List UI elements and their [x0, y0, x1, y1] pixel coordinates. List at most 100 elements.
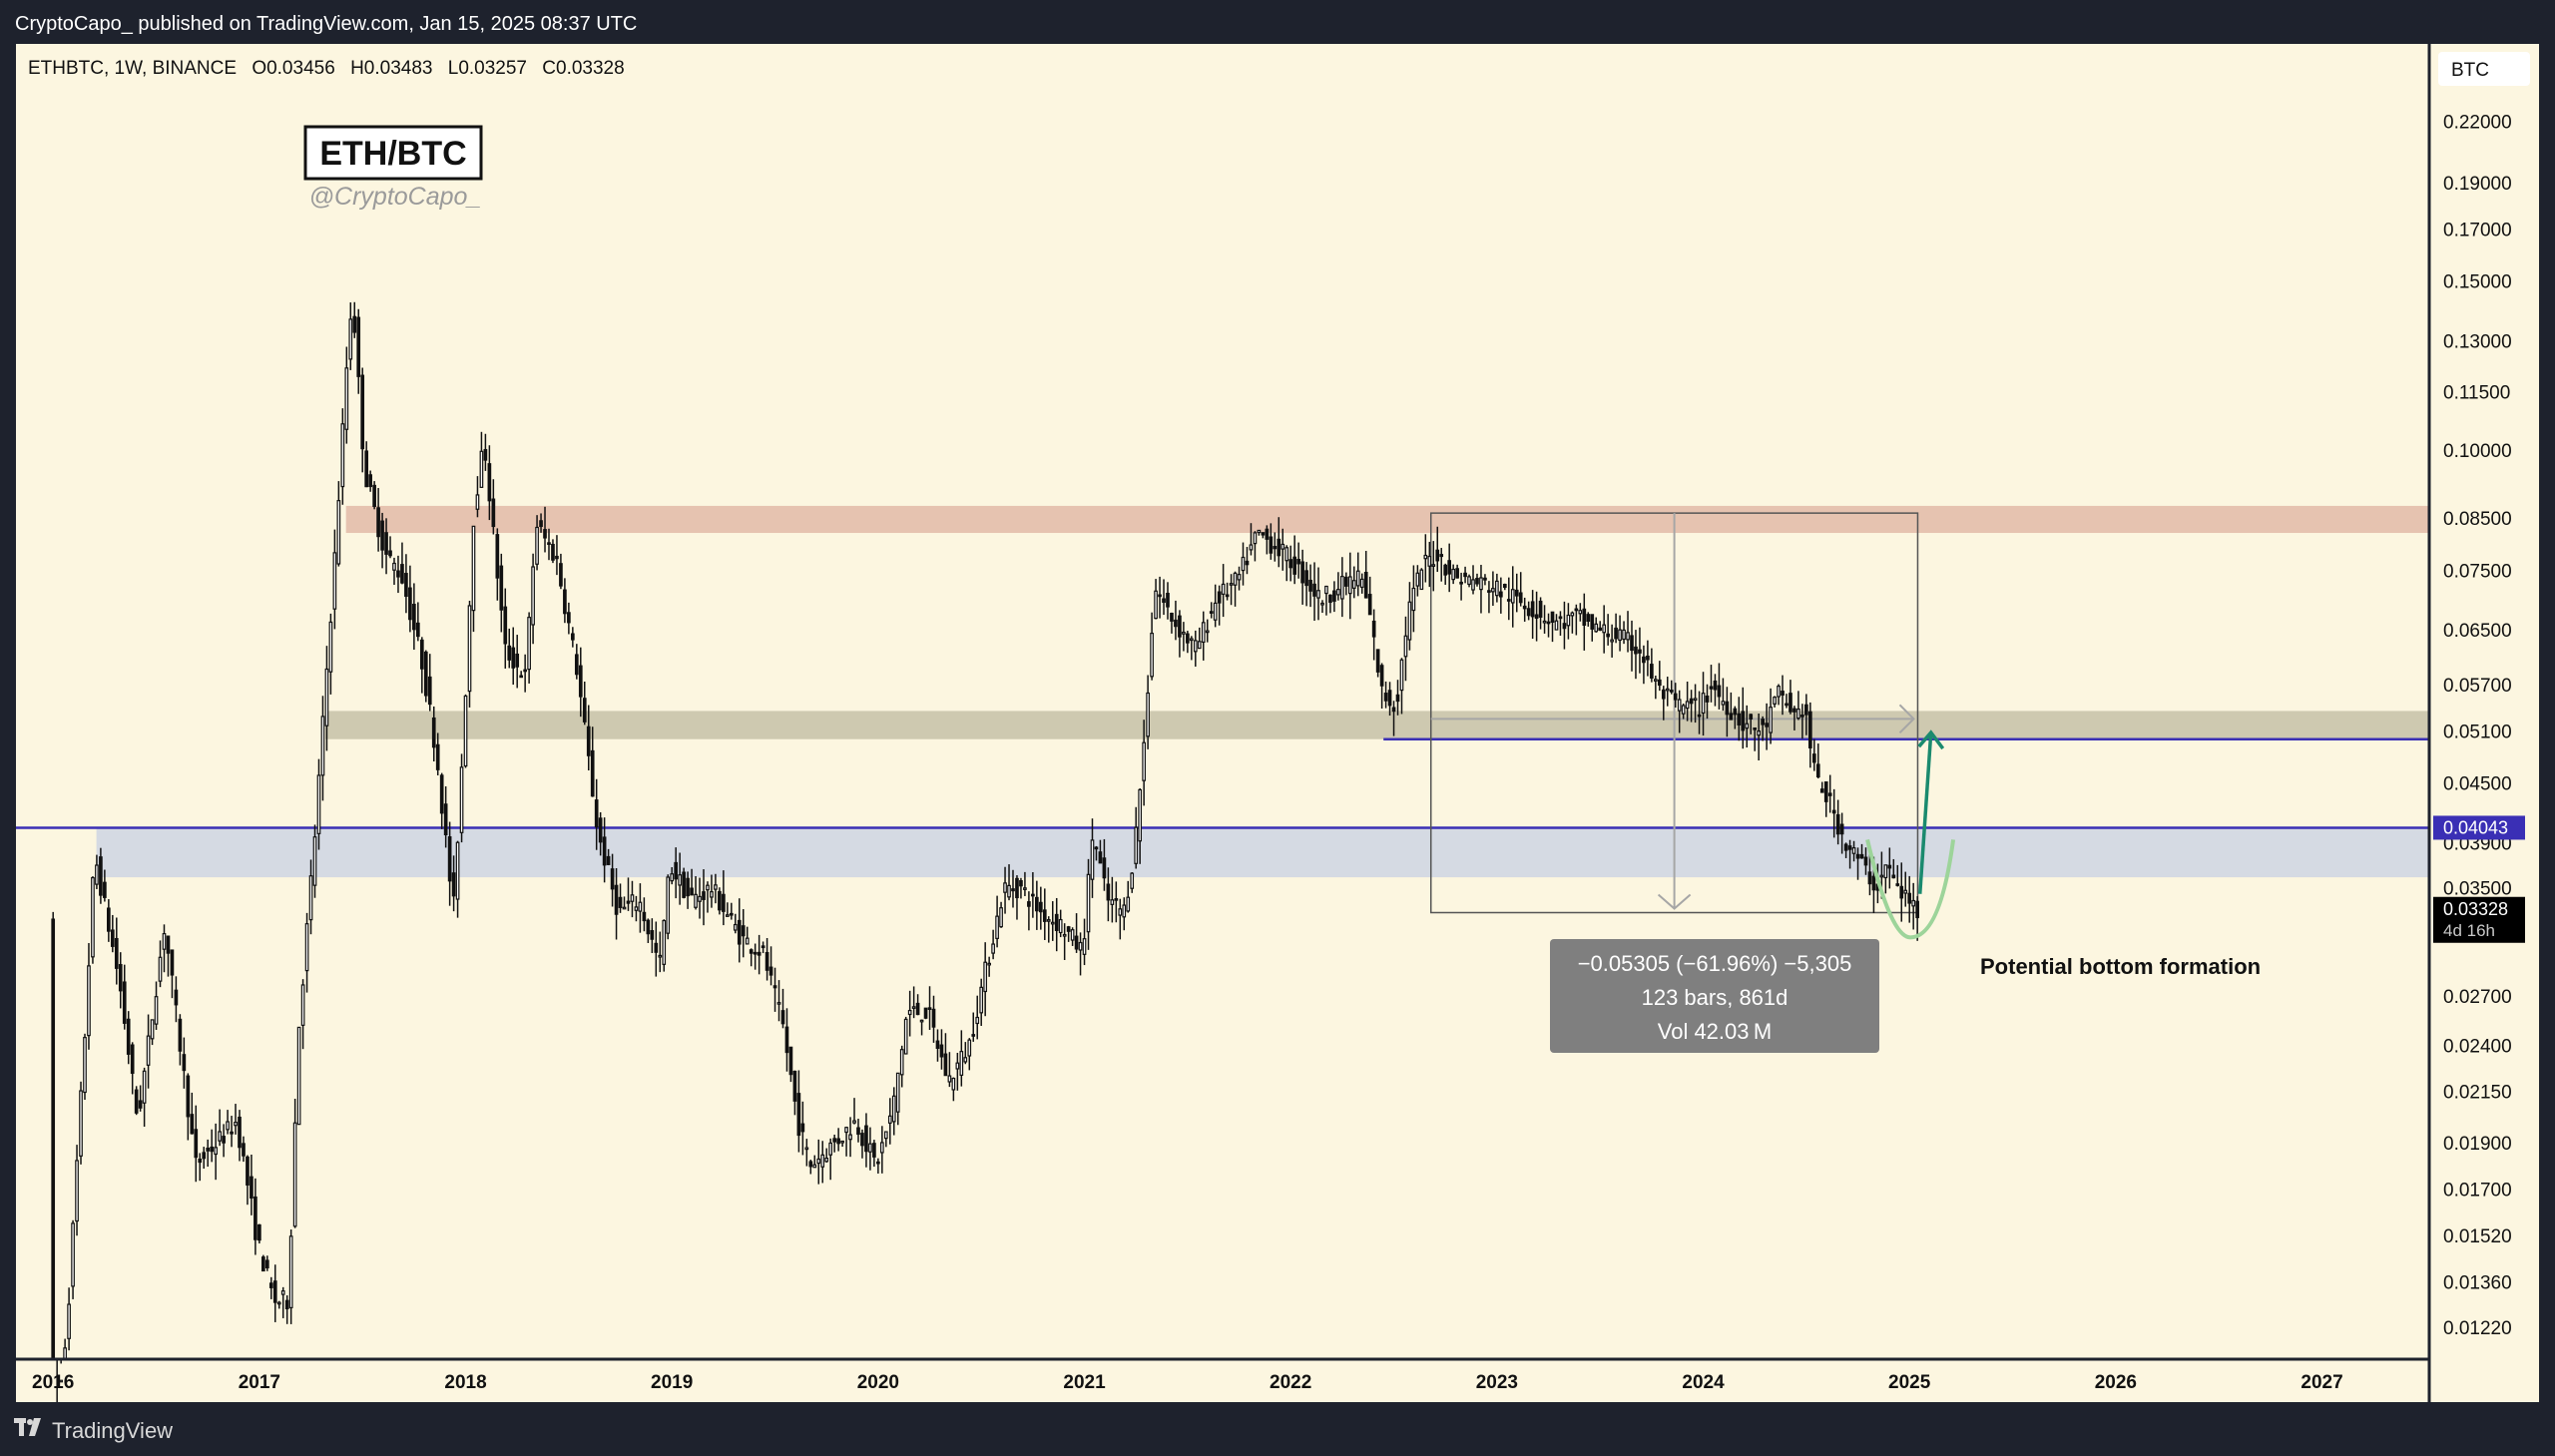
candle: [1665, 677, 1670, 707]
candle-body: [91, 876, 95, 958]
candle: [1078, 932, 1083, 976]
candle-body: [1174, 619, 1178, 628]
candle-body: [1907, 892, 1912, 904]
candle-body: [388, 550, 392, 557]
candle: [1753, 727, 1758, 751]
candle-body: [423, 651, 428, 697]
candle-body: [107, 907, 111, 932]
candle: [714, 873, 718, 904]
candle: [1003, 866, 1007, 914]
measure-line-3: Vol 42.03 M: [1658, 1019, 1772, 1044]
candle: [71, 1219, 75, 1299]
candle: [1514, 573, 1519, 613]
candle: [907, 990, 912, 1037]
candle: [1261, 532, 1266, 539]
candle-body: [1431, 564, 1436, 567]
published-line: CryptoCapo_ published on TradingView.com…: [15, 13, 638, 35]
candle: [737, 898, 742, 963]
candle: [222, 1124, 226, 1158]
candle: [963, 1042, 968, 1065]
annotation-potential-bottom: Potential bottom formation: [1980, 954, 2261, 979]
candle: [146, 1014, 151, 1089]
candle-body: [300, 984, 305, 1026]
candle-body: [1839, 823, 1844, 835]
candle-body: [1320, 602, 1324, 606]
candle-body: [1102, 857, 1107, 879]
candle: [1578, 603, 1583, 622]
candle-body: [87, 965, 91, 1037]
candle-body: [749, 949, 754, 954]
last-price-label: 0.03328 4d 16h: [2433, 896, 2525, 943]
candle-body: [832, 1138, 836, 1143]
candle: [999, 901, 1003, 928]
candle-body: [686, 877, 690, 897]
candle-body: [1007, 884, 1011, 898]
candle-body: [1753, 727, 1758, 730]
candle: [280, 1286, 285, 1318]
candle-body: [1363, 572, 1368, 599]
candle: [1510, 566, 1515, 628]
currency-button[interactable]: BTC: [2438, 52, 2530, 86]
candle: [1479, 564, 1483, 614]
candle-body: [1201, 622, 1206, 644]
candle-body: [312, 836, 317, 886]
symbol-legend: ETHBTC, 1W, BINANCE O0.03456 H0.03483 L0…: [28, 58, 625, 79]
time-axis-ticks[interactable]: 2016 2017 2018 2019 2020 2021 2022 2023 2024 2025…: [32, 1372, 2343, 1393]
candle-body: [1265, 528, 1270, 540]
price-tick-label: 0.17000: [2443, 220, 2512, 241]
candle: [1058, 909, 1063, 938]
candle-body: [1855, 853, 1860, 859]
candle-body: [178, 1018, 183, 1052]
candle-body: [1213, 602, 1218, 621]
candle: [56, 1359, 58, 1402]
candle-body: [447, 836, 452, 882]
candle: [479, 431, 484, 488]
candle-body: [630, 894, 635, 902]
candle-body: [1804, 704, 1808, 716]
price-tick-label: 0.08500: [2443, 509, 2512, 530]
measure-tool[interactable]: [1429, 512, 1919, 914]
footer-brand[interactable]: TradingView: [52, 1418, 174, 1443]
candle: [559, 553, 563, 590]
candle: [1681, 704, 1686, 720]
candle-body: [638, 901, 643, 912]
candle: [1431, 541, 1436, 592]
candle-body: [1915, 900, 1919, 919]
candle-body: [198, 1158, 203, 1164]
candle: [1419, 568, 1424, 591]
candle-body: [1229, 583, 1234, 586]
candle: [1689, 690, 1694, 723]
candle-body: [975, 1016, 980, 1025]
candle-body: [51, 918, 56, 1360]
candle-body: [218, 1131, 222, 1142]
candle-body: [1903, 889, 1908, 894]
candle: [1741, 687, 1746, 749]
time-tick-label: 2026: [2095, 1372, 2137, 1393]
candle-body: [1197, 641, 1202, 650]
candle-body: [1395, 694, 1400, 703]
candle: [380, 512, 384, 569]
candle: [943, 1033, 948, 1077]
price-axis-panel[interactable]: [2429, 44, 2539, 1402]
candle-body: [242, 1143, 246, 1157]
candle: [495, 528, 500, 601]
chart-canvas[interactable]: −0.05305 (−61.96%) −5,305 123 bars, 861d…: [16, 44, 2539, 1402]
candle-body: [1622, 629, 1626, 641]
candle-body: [1166, 592, 1170, 608]
candle-body: [479, 450, 484, 488]
candle: [1094, 845, 1099, 861]
candle-body: [202, 1152, 207, 1160]
candle: [1602, 605, 1607, 654]
candle: [182, 1037, 187, 1089]
candle-body: [455, 841, 460, 900]
candle: [1138, 787, 1143, 864]
candle-body: [475, 494, 480, 510]
candle-body: [1447, 560, 1452, 575]
candle: [1126, 880, 1131, 913]
candle-body: [1534, 614, 1539, 620]
candle: [304, 912, 309, 993]
candle: [1614, 613, 1618, 644]
candle-body: [1526, 608, 1531, 617]
candle: [804, 1139, 809, 1167]
candle-body: [1280, 543, 1285, 550]
